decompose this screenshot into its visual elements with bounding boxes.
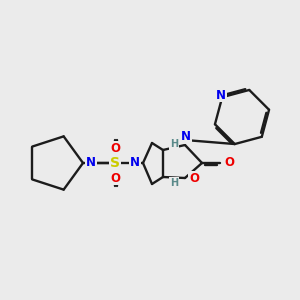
Text: N: N (130, 157, 140, 169)
Text: N: N (181, 130, 191, 143)
Text: S: S (110, 156, 120, 170)
Text: N: N (216, 89, 226, 102)
Text: N: N (86, 157, 96, 169)
Text: O: O (110, 172, 120, 184)
Text: H: H (170, 178, 178, 188)
Text: H: H (170, 139, 178, 149)
Text: O: O (224, 157, 234, 169)
Text: O: O (110, 142, 120, 154)
Text: O: O (189, 172, 199, 184)
